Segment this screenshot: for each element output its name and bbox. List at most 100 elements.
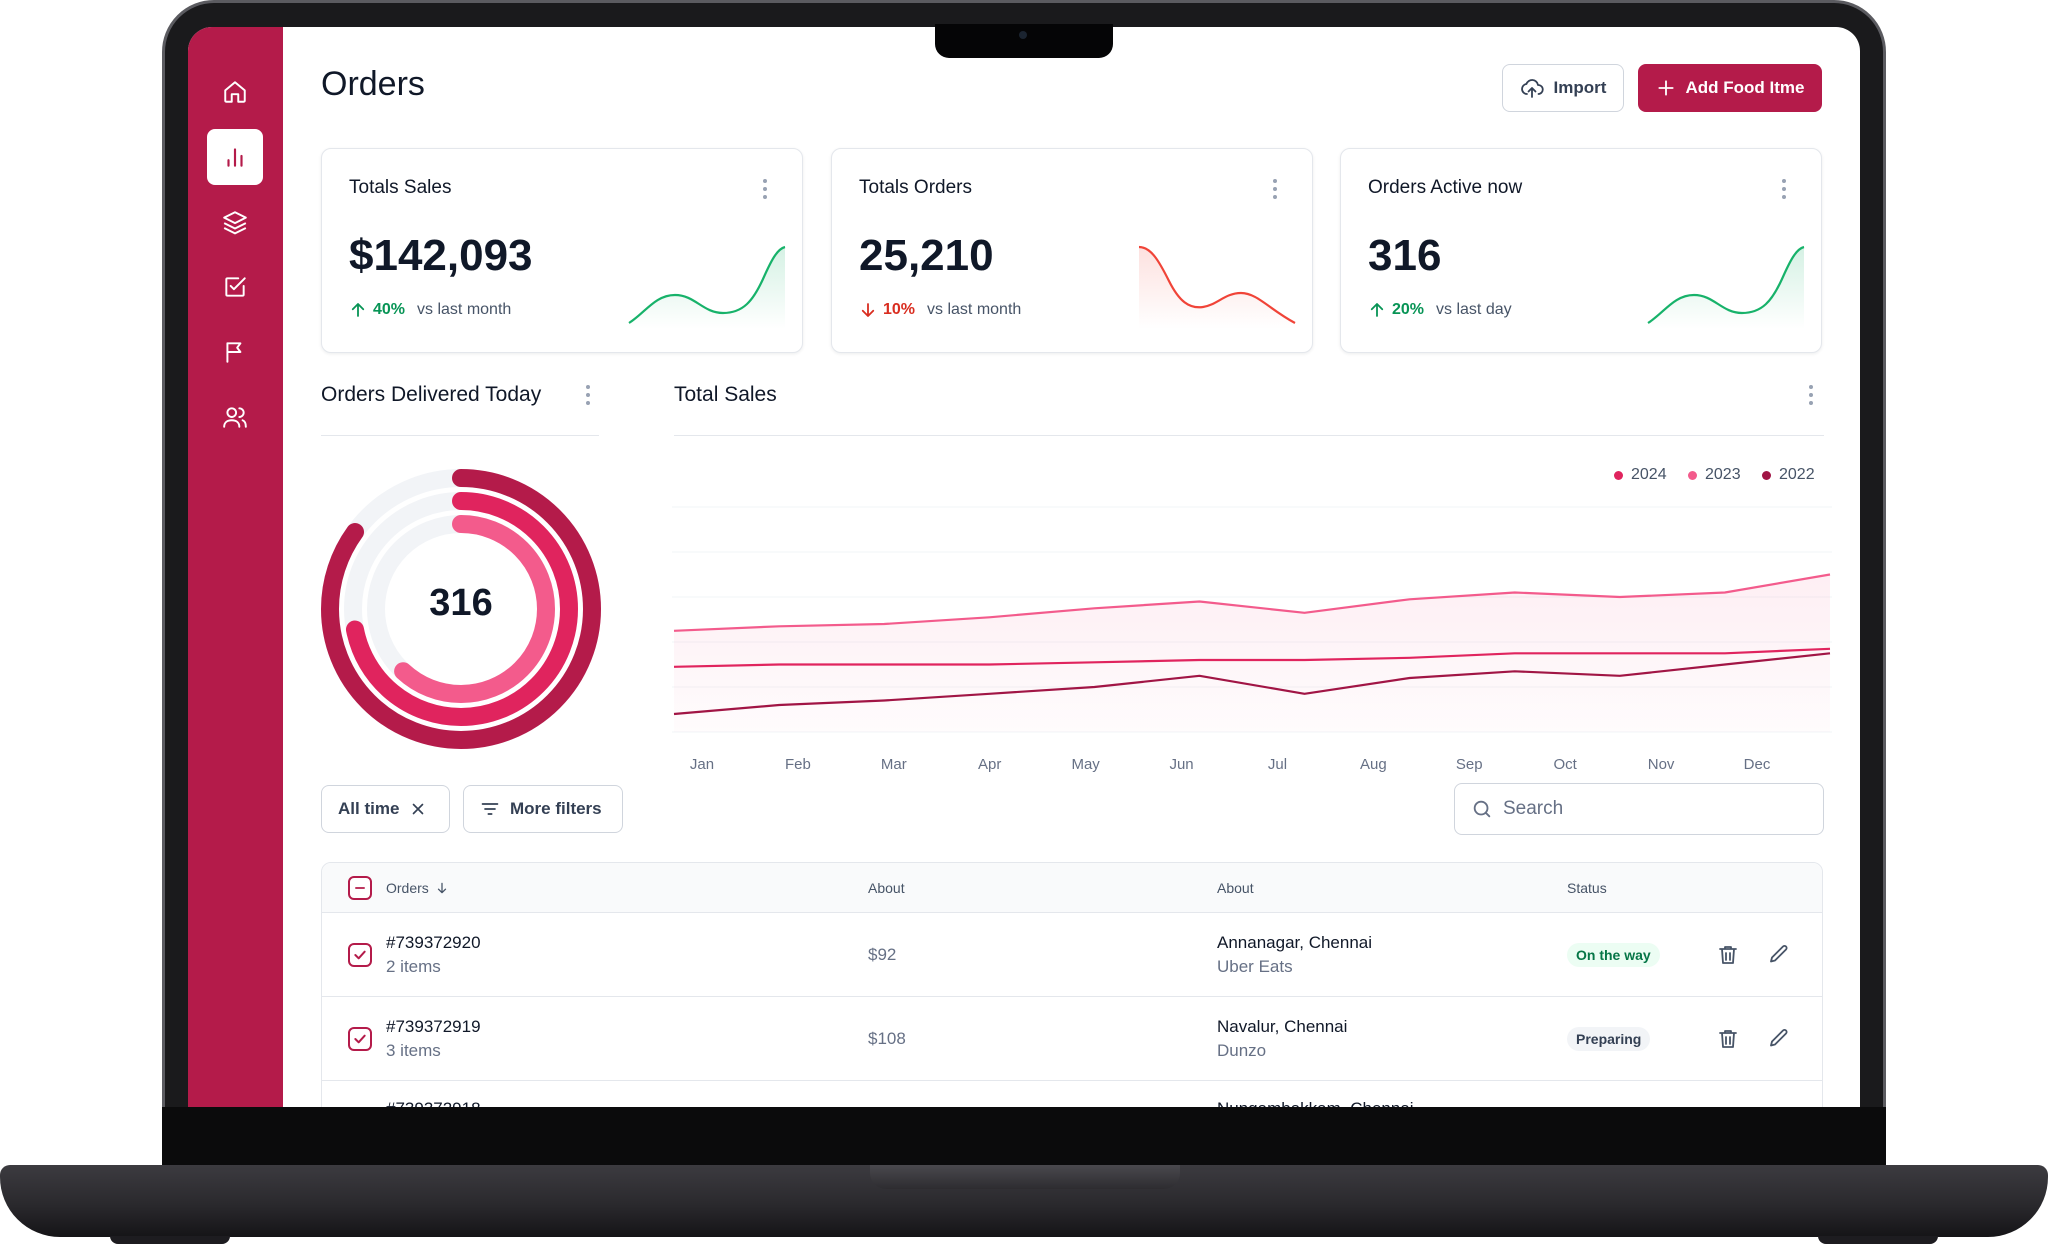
- x-tick-label: Jun: [1169, 756, 1193, 773]
- search-input[interactable]: [1503, 798, 1803, 820]
- trend-percent: 20%: [1392, 301, 1425, 318]
- legend-label: 2024: [1631, 466, 1667, 483]
- select-all-checkbox[interactable]: [348, 875, 372, 900]
- search-box[interactable]: [1454, 783, 1824, 835]
- series-area-2024: [674, 574, 1830, 732]
- x-tick-label: Jul: [1268, 756, 1287, 773]
- import-button-label: Import: [1553, 78, 1607, 97]
- orders-header-label: Orders: [386, 879, 429, 896]
- x-tick-label: Mar: [881, 756, 907, 773]
- orders-table: Orders About About Status #739372920 2 i…: [321, 862, 1823, 1107]
- total-sales-line-chart: Jan Feb Mar Apr May Jun Jul Aug Sep Oct Nov Dec: [672, 506, 1832, 773]
- page-title: Orders: [321, 65, 425, 103]
- series-line-2023: [673, 647, 1831, 668]
- series-line-2024: [673, 573, 1831, 632]
- card-menu-button[interactable]: [1781, 179, 1787, 199]
- legend-label: 2023: [1705, 466, 1741, 483]
- status-badge: Preparing: [1567, 1026, 1651, 1051]
- row-checkbox[interactable]: [348, 942, 372, 967]
- status-badge: On the way: [1567, 942, 1660, 967]
- order-price: $108: [868, 1028, 906, 1048]
- delete-button[interactable]: [1716, 943, 1740, 967]
- order-location: Navalur, Chennai: [1217, 1016, 1348, 1036]
- cloud-upload-icon: [1520, 79, 1544, 98]
- trend-label: vs last month: [417, 301, 512, 318]
- import-button[interactable]: Import: [1502, 64, 1624, 112]
- card-menu-button[interactable]: [1272, 179, 1278, 199]
- status-column-header: Status: [1567, 879, 1607, 896]
- delivered-section-title: Orders Delivered Today: [321, 383, 542, 406]
- edit-button[interactable]: [1767, 1027, 1791, 1051]
- about-column-header: About: [1217, 879, 1254, 896]
- all-time-filter-chip[interactable]: All time: [321, 785, 450, 833]
- more-filters-button[interactable]: More filters: [463, 785, 623, 833]
- card-value: $142,093: [349, 231, 533, 280]
- delivered-donut-chart: [321, 469, 601, 749]
- trend-label: vs last month: [927, 301, 1022, 318]
- laptop-foot-left: [110, 1236, 230, 1244]
- card-trend: 10% vs last month: [859, 301, 1021, 319]
- x-tick-label: Apr: [978, 756, 1001, 773]
- laptop-foot-right: [1818, 1236, 1938, 1244]
- orders-column-header[interactable]: Orders: [386, 880, 449, 896]
- card-trend: 20% vs last day: [1368, 301, 1512, 319]
- sidebar-item-home[interactable]: [207, 64, 263, 120]
- sparkline-chart: [1138, 245, 1296, 329]
- arrow-up-icon: [351, 303, 365, 317]
- row-checkbox[interactable]: [348, 1026, 372, 1051]
- x-tick-label: Jan: [690, 756, 714, 773]
- legend-label: 2022: [1779, 466, 1815, 483]
- x-tick-label: Aug: [1360, 756, 1387, 773]
- arrow-down-icon: [437, 882, 446, 893]
- divider: [321, 435, 599, 436]
- table-row[interactable]: #739372920 2 items $92 Annanagar, Chenna…: [322, 913, 1822, 997]
- bar-chart-icon: [227, 148, 243, 167]
- legend-2024: 2024: [1614, 466, 1667, 484]
- legend-2022: 2022: [1762, 466, 1815, 484]
- pencil-icon: [1770, 1028, 1788, 1046]
- camera-icon: [1019, 31, 1027, 39]
- order-location-info: Navalur, Chennai Dunzo: [1217, 1017, 1347, 1061]
- all-time-filter-label: All time: [338, 799, 400, 818]
- add-food-item-button[interactable]: Add Food Itme: [1638, 64, 1822, 112]
- card-title: Orders Active now: [1368, 177, 1523, 198]
- trash-icon: [1719, 945, 1737, 964]
- arrow-down-icon: [861, 303, 875, 317]
- order-partner: Dunzo: [1217, 1040, 1267, 1060]
- table-row[interactable]: #739372918 Nungambakkam, Chennai: [322, 1081, 1822, 1107]
- trash-icon: [1719, 1029, 1737, 1048]
- close-icon[interactable]: [409, 800, 427, 818]
- order-price: $92: [868, 944, 897, 964]
- order-location: Nungambakkam, Chennai: [1217, 1099, 1414, 1107]
- users-icon: [223, 407, 247, 428]
- sidebar-item-tasks[interactable]: [207, 259, 263, 315]
- layers-icon: [223, 211, 247, 235]
- edit-button[interactable]: [1767, 943, 1791, 967]
- legend-2023: 2023: [1688, 466, 1741, 484]
- card-menu-button[interactable]: [762, 179, 768, 199]
- check-icon: [354, 1034, 366, 1043]
- sidebar-item-users[interactable]: [207, 389, 263, 445]
- plus-icon: [1657, 80, 1674, 96]
- card-title: Totals Orders: [859, 177, 972, 198]
- order-items: 3 items: [386, 1040, 441, 1060]
- sidebar-item-analytics[interactable]: [207, 129, 263, 185]
- order-info: #739372920 2 items: [386, 933, 481, 977]
- search-icon: [1473, 800, 1491, 818]
- card-value: 25,210: [859, 231, 994, 280]
- table-row[interactable]: #739372919 3 items $108 Navalur, Chennai…: [322, 997, 1822, 1081]
- delivered-menu-button[interactable]: [585, 385, 591, 405]
- sidebar-item-reports[interactable]: [207, 324, 263, 380]
- sparkline-chart: [628, 245, 786, 329]
- camera-notch: [935, 24, 1113, 58]
- x-tick-label: Nov: [1648, 756, 1675, 773]
- order-location-info: Annanagar, Chennai Uber Eats: [1217, 933, 1372, 977]
- arrow-up-icon: [1370, 303, 1384, 317]
- sidebar-item-layers[interactable]: [207, 194, 263, 250]
- total-sales-menu-button[interactable]: [1808, 385, 1814, 405]
- x-tick-label: May: [1071, 756, 1100, 773]
- x-tick-label: Dec: [1744, 756, 1771, 773]
- card-trend: 40% vs last month: [349, 301, 511, 319]
- delete-button[interactable]: [1716, 1027, 1740, 1051]
- sparkline-chart: [1647, 245, 1805, 329]
